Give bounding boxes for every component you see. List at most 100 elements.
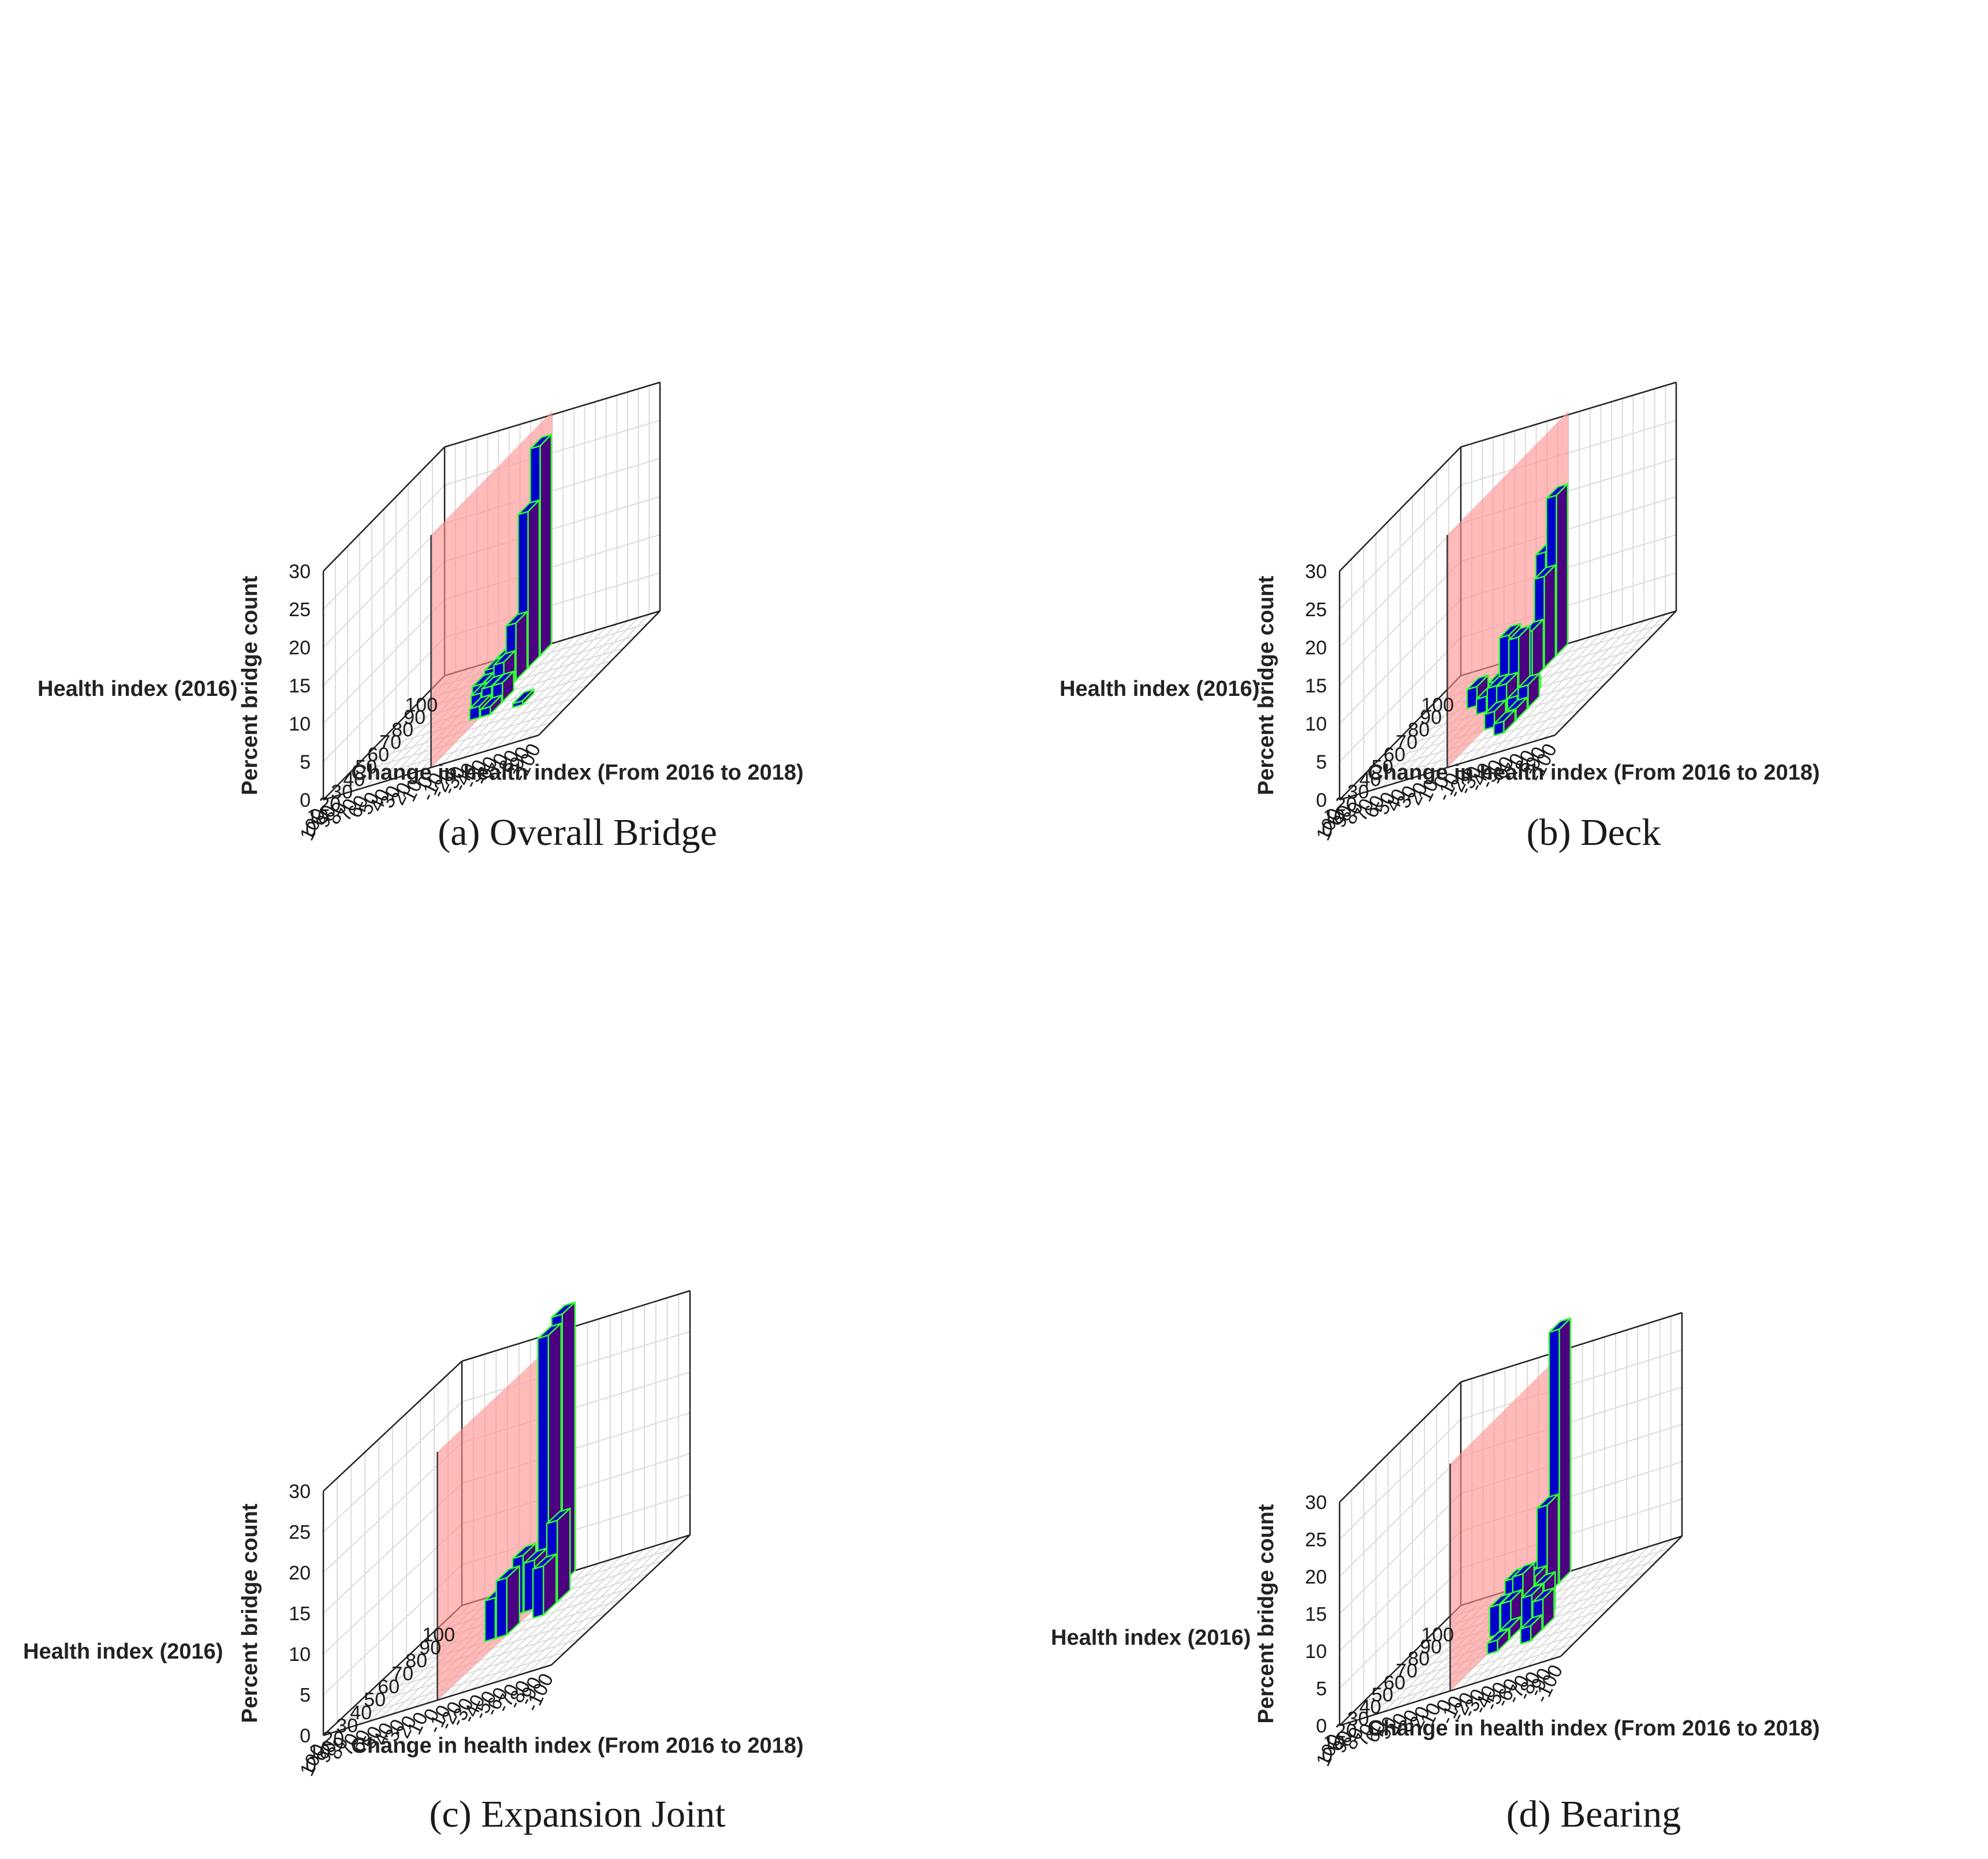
z-tick-label: 10 [1305, 713, 1327, 735]
health-index-axis-title: Health index (2016) [1051, 1626, 1251, 1650]
z-tick-label: 15 [1305, 675, 1327, 697]
axis-edge [1554, 610, 1677, 736]
floor-grid-line [1543, 613, 1666, 739]
health-index-tick-label: 100 [422, 1624, 455, 1646]
bar-front-face [1466, 686, 1478, 710]
axis-edge [323, 675, 445, 800]
health-index-tick-label: 80 [405, 1650, 427, 1672]
floor-grid-line [517, 1545, 657, 1677]
change-axis-title: Change in health index (From 2016 to 201… [351, 1734, 803, 1758]
z-axis-title: Percent bridge count [238, 576, 262, 795]
floor-grid-line [1479, 633, 1602, 758]
health-index-axis-title: Health index (2016) [23, 1640, 223, 1664]
health-index-tick-label: 90 [1420, 1636, 1442, 1658]
panel-caption: (b) Deck [1527, 811, 1661, 854]
z-tick-label: 5 [1316, 1678, 1327, 1700]
z-tick-label: 0 [300, 1725, 311, 1747]
bar [1493, 709, 1516, 736]
wall-grid-line [323, 599, 445, 724]
wall-grid-line [1339, 561, 1461, 686]
bar-front-face [495, 1577, 508, 1639]
floor-grid-line [484, 627, 607, 752]
wall-grid-line [1339, 1456, 1461, 1577]
wall-grid-line [323, 637, 445, 762]
health-index-tick-label: 100 [1421, 694, 1454, 716]
health-index-tick-label: 50 [355, 757, 377, 778]
health-index-tick-label: 10 [308, 1741, 330, 1763]
wall-grid-line [323, 1401, 463, 1533]
axis-edge [1560, 1536, 1683, 1657]
wall-grid-line [323, 523, 445, 648]
axis-edge [1339, 1605, 1461, 1726]
floor-grid-line [1532, 617, 1655, 742]
z-axis-title: Percent bridge count [1254, 1504, 1278, 1723]
axis-edge [323, 1361, 463, 1492]
zero-change-plane [431, 411, 553, 768]
wall-grid-line [1339, 599, 1461, 724]
health-index-tick-label: 0 [305, 818, 316, 840]
health-index-tick-label: 0 [1322, 818, 1333, 840]
bar-front-face [1475, 695, 1487, 716]
z-tick-label: 5 [300, 1685, 311, 1707]
health-index-tick-label: 50 [364, 1689, 386, 1711]
floor-grid-line [516, 617, 639, 742]
z-tick-label: 25 [1305, 1529, 1327, 1551]
z-tick-label: 20 [1305, 1566, 1327, 1588]
z-tick-label: 30 [1305, 1492, 1327, 1514]
axis-edge [1339, 675, 1461, 800]
bars [1466, 483, 1569, 736]
bar [495, 1565, 521, 1639]
bar-side-face [515, 610, 528, 681]
bar-side-face [489, 694, 502, 716]
change-axis-title: Change in health index (From 2016 to 201… [1367, 1716, 1819, 1741]
z-tick-label: 30 [1305, 561, 1327, 583]
bar-side-face [1509, 1616, 1522, 1640]
z-tick-label: 15 [1305, 1604, 1327, 1626]
bar [512, 688, 535, 709]
panel-caption: (a) Overall Bridge [438, 811, 717, 854]
health-index-tick-label: 30 [331, 781, 353, 803]
z-tick-label: 10 [1305, 1641, 1327, 1663]
bar-side-face [521, 688, 535, 706]
bar [1520, 1614, 1543, 1645]
floor-grid-line [1538, 1543, 1661, 1664]
floor-grid-line [1527, 1546, 1650, 1667]
bar [1486, 1628, 1510, 1655]
health-index-tick-label: 20 [1335, 793, 1357, 815]
wall-grid-line [1339, 1418, 1461, 1540]
health-index-tick-label: 60 [378, 1676, 400, 1698]
z-tick-label: 30 [289, 561, 311, 583]
floor-grid-line [1490, 629, 1612, 755]
bar-front-face [532, 1565, 544, 1619]
panel-c-expansion-joint: 0510152025300102030405060708090100100908… [23, 1290, 804, 1835]
caption-title: Deck [1580, 811, 1661, 854]
floor-grid-line [473, 629, 596, 755]
bar-side-face [506, 1565, 521, 1636]
bar-side-face [542, 1553, 557, 1616]
z-axis-title: Percent bridge count [1254, 576, 1278, 795]
bar-side-face [1503, 709, 1516, 733]
bar [1500, 1589, 1523, 1635]
floor-grid-line [1549, 1539, 1672, 1660]
wall-grid-line [1339, 637, 1461, 762]
axis-edge [551, 1534, 691, 1666]
z-tick-label: 10 [289, 713, 311, 735]
z-tick-label: 5 [1316, 751, 1327, 773]
health-index-tick-label: 40 [1359, 1696, 1381, 1718]
health-index-tick-label: 90 [419, 1637, 441, 1659]
z-tick-label: 15 [289, 675, 311, 697]
bars [469, 433, 553, 721]
z-tick-label: 20 [1305, 637, 1327, 659]
caption-title: Overall Bridge [490, 811, 717, 854]
bar-side-face [1530, 1614, 1543, 1642]
health-index-tick-label: 40 [343, 769, 365, 791]
floor-grid-line [1511, 623, 1634, 749]
z-tick-label: 0 [1316, 789, 1327, 811]
bar-side-face [1497, 1628, 1510, 1652]
health-index-tick-label: 100 [1421, 1624, 1454, 1646]
bar-side-face [1543, 564, 1557, 669]
axis-edge [538, 610, 661, 736]
health-index-axis-title: Health index (2016) [1060, 677, 1259, 701]
bar-front-face [469, 705, 480, 721]
panel-a-overall-bridge: 0510152025300102030405060708090100100908… [38, 381, 804, 854]
